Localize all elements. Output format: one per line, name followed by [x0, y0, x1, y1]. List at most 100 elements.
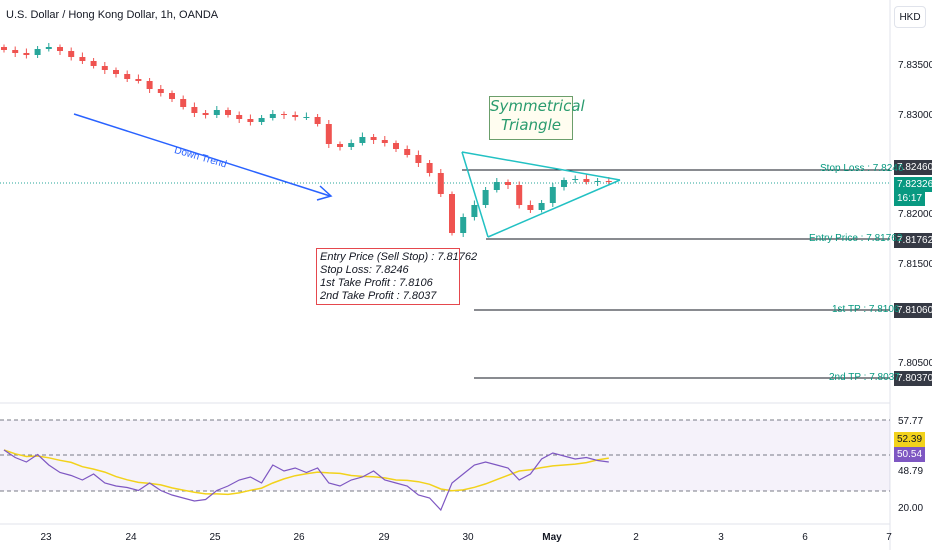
rsi-axis-label: 48.79: [898, 466, 924, 477]
price-label: 7.83000: [898, 110, 932, 121]
tp1-tag: 7.81060: [894, 303, 932, 318]
candle-body: [314, 117, 321, 124]
candle-body: [325, 124, 332, 144]
candle-body: [471, 205, 478, 217]
candle-body: [90, 61, 97, 66]
candle-body: [281, 114, 287, 115]
tp2-label[interactable]: 2nd TP : 7.8037: [829, 372, 900, 383]
candle-body: [269, 114, 276, 118]
triangle-lower-line: [487, 179, 621, 238]
candle-body: [549, 187, 556, 203]
candle-body: [146, 81, 153, 89]
time-label: 29: [378, 532, 390, 543]
candle-body: [404, 149, 411, 155]
time-label: 3: [718, 532, 724, 543]
candle-body: [79, 57, 86, 61]
candle-body: [516, 185, 523, 205]
candle-body: [393, 143, 399, 149]
price-label: 7.81500: [898, 259, 932, 270]
time-label: 23: [40, 532, 52, 543]
candle-body: [292, 115, 299, 117]
price-label: 7.82000: [898, 209, 932, 220]
entry-label[interactable]: Entry Price : 7.81762: [809, 233, 903, 244]
down-trend-arrowhead: [316, 185, 333, 201]
time-label: May: [542, 532, 562, 543]
trade-line: Stop Loss: 7.8246: [320, 264, 409, 276]
time-label: 24: [125, 532, 137, 543]
pattern-annotation[interactable]: Symmetrical Triangle: [489, 96, 585, 140]
entry-tag: 7.81762: [894, 233, 932, 248]
tp1-label[interactable]: 1st TP : 7.8106: [832, 304, 900, 315]
candle-body: [505, 182, 511, 185]
candle-body: [493, 182, 500, 190]
countdown-tag: 16:17: [894, 191, 926, 206]
price-label: 7.83500: [898, 60, 932, 71]
down-trend-arrow: [73, 113, 331, 197]
triangle-left-line: [461, 151, 489, 238]
candle-body: [437, 173, 444, 194]
candle-body: [191, 107, 198, 113]
time-label: 2: [633, 532, 639, 543]
candle-body: [68, 51, 75, 57]
candle-body: [303, 117, 310, 118]
candle-body: [180, 99, 187, 107]
rsi-axis-label: 20.00: [898, 503, 924, 514]
candle-body: [482, 190, 489, 205]
candle-body: [337, 144, 343, 147]
candle-body: [572, 179, 579, 180]
time-label: 7: [886, 532, 892, 543]
candle-body: [605, 181, 612, 182]
candle-body: [169, 93, 175, 99]
candle-body: [236, 115, 243, 119]
candle-body: [583, 179, 590, 182]
rsi-line: [3, 449, 609, 512]
candle-body: [202, 113, 209, 115]
candle-body: [415, 155, 422, 163]
trade-line: 1st Take Profit : 7.8106: [320, 277, 433, 289]
price-label: 7.80500: [898, 358, 932, 369]
candle-body: [426, 163, 433, 173]
trade-line: Entry Price (Sell Stop) : 7.81762: [320, 251, 478, 263]
stop-loss-label[interactable]: Stop Loss : 7.8246: [820, 163, 904, 174]
candle-body: [527, 205, 534, 210]
candle-body: [135, 79, 142, 81]
candle-body: [225, 110, 231, 115]
candle-body: [460, 217, 467, 233]
candle-body: [213, 110, 220, 115]
candle-body: [594, 181, 601, 182]
candle-body: [45, 47, 52, 49]
pattern-line2: Triangle: [501, 116, 561, 134]
rsi-value-tag: 50.54: [894, 447, 926, 462]
candle-body: [348, 143, 355, 147]
candle-body: [23, 53, 30, 55]
candle-body: [57, 47, 63, 51]
trade-plan-box[interactable]: Entry Price (Sell Stop) : 7.81762 Stop L…: [316, 248, 478, 305]
rsi-axis-label: 57.77: [898, 416, 924, 427]
time-label: 6: [802, 532, 808, 543]
candle-body: [247, 119, 254, 122]
candle-body: [34, 49, 41, 55]
candle-body: [538, 203, 545, 210]
current-price-tag: 7.82326: [894, 177, 932, 192]
time-label: 26: [293, 532, 305, 543]
tp2-tag: 7.80370: [894, 371, 932, 386]
time-label: 25: [209, 532, 221, 543]
time-label: 30: [462, 532, 474, 543]
currency-button[interactable]: HKD: [894, 6, 926, 28]
candle-body: [258, 118, 265, 122]
stop-loss-tag: 7.82460: [894, 160, 932, 175]
candle-body: [370, 137, 377, 140]
candle-body: [359, 137, 366, 143]
symbol-title: U.S. Dollar / Hong Kong Dollar, 1h, OAND…: [6, 9, 219, 21]
rsi-ma-line: [3, 449, 609, 496]
triangle-upper-line: [461, 151, 621, 181]
candle-body: [157, 89, 164, 93]
candle-body: [449, 194, 455, 233]
rsi-ma-tag: 52.39: [894, 432, 926, 447]
candle-body: [113, 70, 119, 74]
candle-body: [124, 74, 131, 79]
candle-body: [12, 50, 19, 53]
trade-line: 2nd Take Profit : 7.8037: [320, 290, 437, 302]
candle-body: [381, 140, 388, 143]
